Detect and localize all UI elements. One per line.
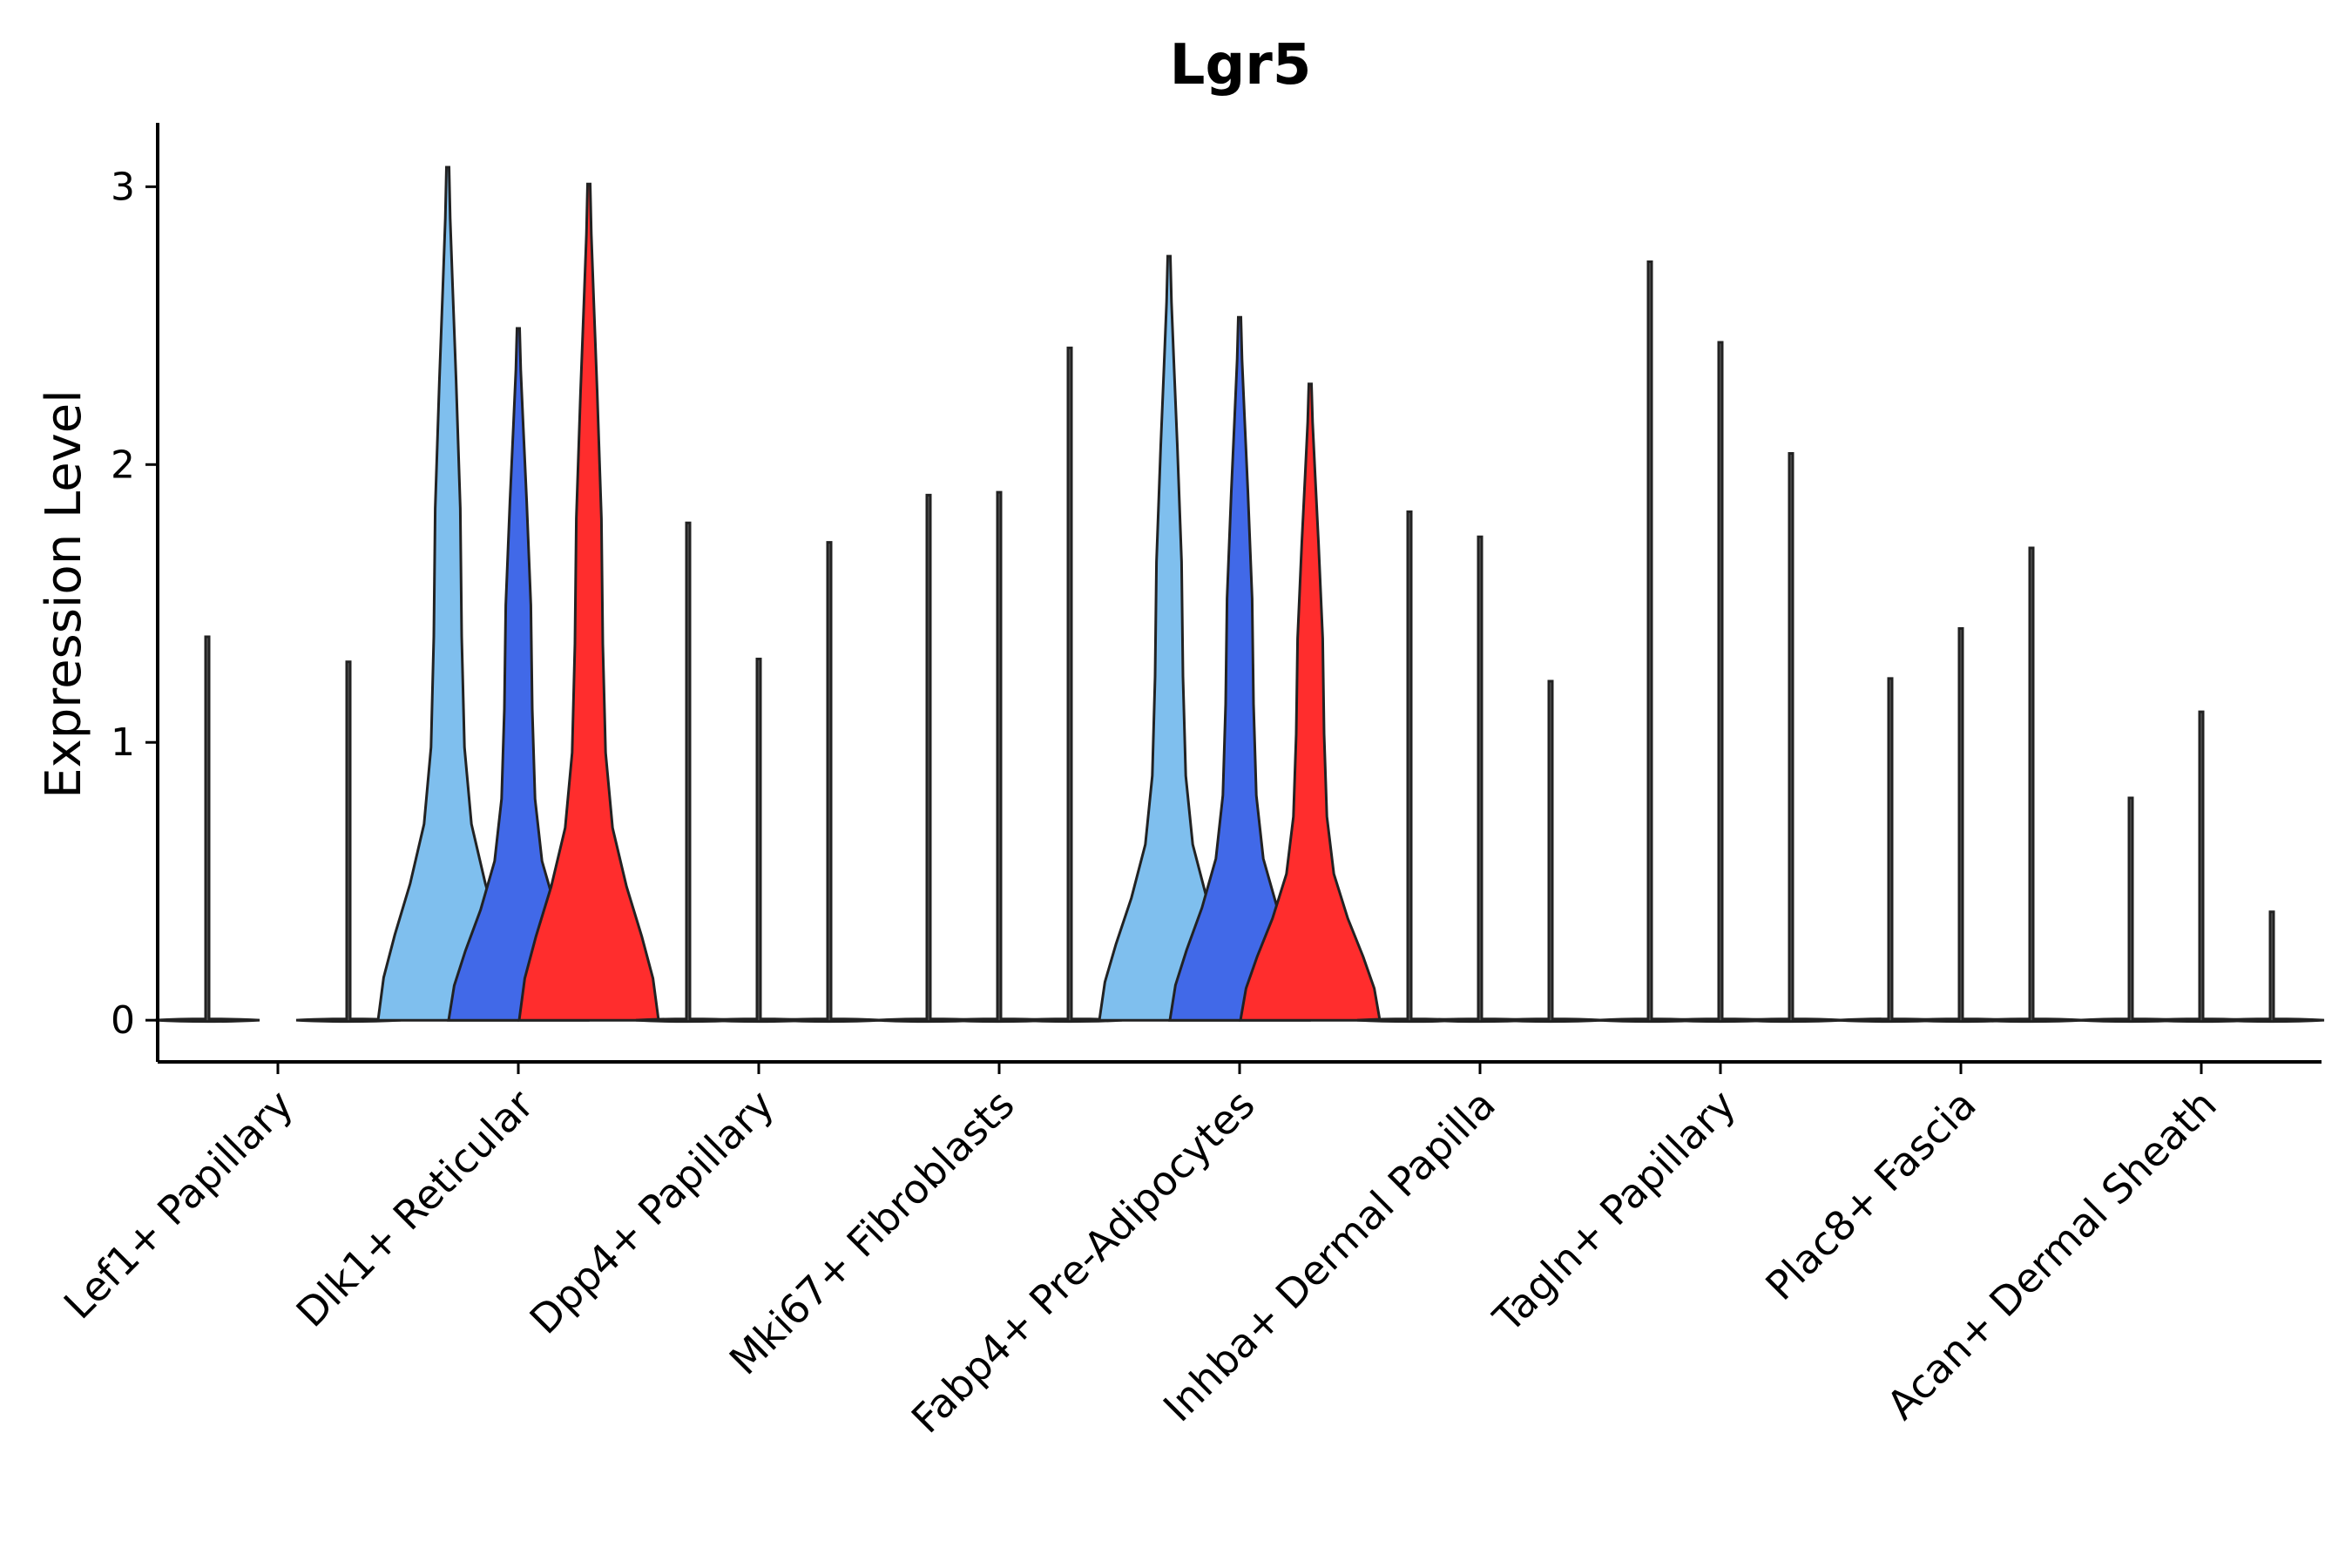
- violin-layer: [154, 166, 2325, 1024]
- violin-group-dpp4-papillary: [635, 521, 882, 1024]
- violin-mki67-fibroblasts-sample-1: [875, 493, 982, 1024]
- violin-plac8-fascia-sample-3: [1978, 546, 2085, 1024]
- violin-inhba-dermal-papilla-sample-3: [1497, 679, 1604, 1024]
- violin-acan-dermal-sheath-sample-3: [2219, 910, 2325, 1024]
- violin-group-plac8-fascia: [1837, 546, 2085, 1024]
- violin-dpp4-papillary-sample-1: [635, 521, 741, 1024]
- violin-group-fabp4-pre-adipocytes: [1098, 254, 1382, 1022]
- violin-dpp4-papillary-sample-2: [706, 658, 812, 1024]
- x-tick-label-dlk1-reticular: Dlk1+ Reticular: [287, 1081, 543, 1336]
- violin-inhba-dermal-papilla-sample-2: [1427, 535, 1533, 1024]
- x-tick-label-plac8-fascia: Plac8+ Fascia: [1756, 1081, 1984, 1309]
- violin-group-dlk1-reticular: [376, 166, 660, 1022]
- violin-lef1-papillary-sample-1: [154, 635, 260, 1024]
- x-tick-label-tagln-papillary: Tagln+ Papillary: [1484, 1081, 1745, 1342]
- violin-group-mki67-fibroblasts: [875, 346, 1123, 1024]
- x-tick-label-lef1-papillary: Lef1+ Papillary: [55, 1081, 302, 1328]
- x-tick-label-dpp4-papillary: Dpp4+ Papillary: [521, 1081, 783, 1343]
- y-tick-label: 0: [111, 998, 135, 1043]
- violin-group-inhba-dermal-papilla: [1356, 510, 1604, 1024]
- violin-dpp4-papillary-sample-3: [776, 541, 882, 1024]
- y-axis-title: Expression Level: [36, 389, 92, 799]
- violin-group-acan-dermal-sheath: [2078, 710, 2325, 1024]
- violin-inhba-dermal-papilla-sample-1: [1356, 510, 1463, 1024]
- violin-plac8-fascia-sample-1: [1837, 677, 1943, 1024]
- y-tick-label: 2: [111, 443, 135, 487]
- violin-fabp4-pre-adipocytes-sample-3: [1239, 382, 1382, 1022]
- violin-tagln-papillary-sample-3: [1738, 452, 1844, 1024]
- violin-mki67-fibroblasts-sample-3: [1017, 346, 1123, 1024]
- y-axis: 0 1 2 3: [111, 123, 159, 1062]
- violin-acan-dermal-sheath-sample-2: [2148, 710, 2254, 1024]
- violin-tagln-papillary-sample-1: [1597, 260, 1703, 1024]
- violin-group-tagln-papillary: [1597, 260, 1844, 1024]
- violin-plac8-fascia-sample-2: [1908, 626, 2014, 1024]
- violin-mki67-fibroblasts-sample-2: [946, 490, 1052, 1024]
- y-tick-label: 1: [111, 720, 135, 765]
- y-tick-label: 3: [111, 165, 135, 209]
- violin-tagln-papillary-sample-2: [1667, 341, 1774, 1024]
- chart-title: Lgr5: [1170, 33, 1312, 98]
- violin-acan-dermal-sheath-sample-1: [2078, 796, 2184, 1024]
- violin-dlk1-reticular-sample-1: [376, 166, 519, 1022]
- violin-dlk1-reticular-sample-3: [517, 182, 660, 1022]
- violin-group-lef1-papillary: [154, 635, 402, 1024]
